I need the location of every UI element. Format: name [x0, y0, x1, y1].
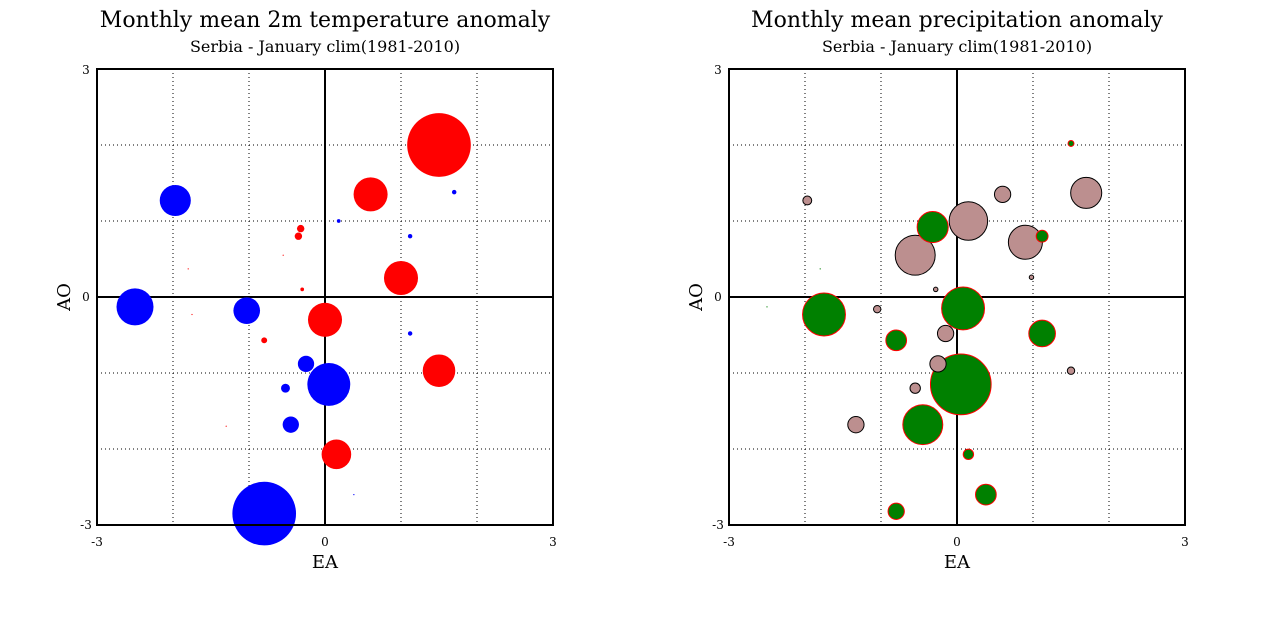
precipitation-positive-anomaly-point — [902, 404, 944, 446]
precipitation-negative-anomaly-point — [929, 355, 947, 373]
precipitation-x-tick-zero: 0 — [953, 535, 961, 549]
temperature-positive-anomaly-point — [261, 337, 268, 344]
temperature-positive-anomaly-point — [383, 260, 419, 296]
precipitation-positive-anomaly-point — [941, 286, 986, 331]
temperature-positive-anomaly-point — [187, 268, 189, 270]
temperature-plot-frame — [96, 68, 554, 526]
precipitation-positive-anomaly-point — [929, 353, 992, 416]
precipitation-positive-anomaly-point — [916, 211, 949, 244]
precipitation-negative-anomaly-point — [1066, 366, 1076, 375]
temperature-points — [116, 113, 471, 546]
temperature-positive-anomaly-point — [225, 425, 227, 427]
precipitation-negative-anomaly-point — [873, 304, 882, 314]
precipitation-y-tick-min: -3 — [712, 518, 724, 532]
temperature-negative-anomaly-point — [233, 297, 261, 324]
temperature-x-tick-zero: 0 — [321, 535, 329, 549]
temperature-negative-anomaly-point — [407, 233, 413, 239]
precipitation-positive-anomaly-point — [885, 329, 908, 352]
temperature-negative-anomaly-point — [232, 481, 297, 546]
precipitation-negative-anomaly-point — [936, 324, 955, 343]
temperature-positive-anomaly-point — [294, 232, 303, 240]
precipitation-positive-anomaly-point — [1067, 140, 1075, 147]
temperature-negative-anomaly-point — [407, 331, 413, 336]
precipitation-chart-subtitle: Serbia - January clim(1981-2010) — [822, 37, 1092, 56]
precipitation-x-tick-min: -3 — [723, 535, 735, 549]
temperature-positive-anomaly-point — [422, 354, 456, 387]
temperature-y-tick-min: -3 — [80, 518, 92, 532]
temperature-negative-anomaly-point — [297, 355, 315, 373]
temperature-negative-anomaly-point — [281, 383, 290, 393]
temperature-positive-anomaly-point — [407, 113, 471, 177]
precipitation-positive-anomaly-point — [1035, 229, 1049, 243]
temperature-positive-anomaly-point — [191, 313, 193, 316]
precipitation-positive-anomaly-point — [887, 502, 905, 520]
temperature-y-tick-zero: 0 — [82, 290, 90, 304]
temperature-y-tick-max: 3 — [82, 63, 90, 77]
precipitation-points — [766, 140, 1103, 520]
precipitation-y-axis-label: AO — [686, 283, 707, 312]
precipitation-plot-frame — [728, 68, 1186, 526]
temperature-negative-anomaly-point — [159, 184, 191, 217]
precipitation-chart-title: Monthly mean precipitation anomaly — [751, 8, 1163, 33]
precipitation-negative-anomaly-point — [948, 201, 989, 241]
precipitation-negative-anomaly-point — [933, 286, 939, 293]
precipitation-grid — [729, 69, 1185, 525]
temperature-negative-anomaly-point — [336, 219, 341, 223]
precipitation-negative-anomaly-point — [1007, 224, 1043, 260]
precipitation-positive-anomaly-point — [802, 292, 846, 337]
precipitation-positive-anomaly-point — [819, 268, 821, 270]
precipitation-negative-anomaly-point — [993, 185, 1012, 204]
precipitation-negative-anomaly-point — [1028, 274, 1035, 280]
precipitation-negative-anomaly-point — [909, 382, 921, 394]
temperature-negative-anomaly-point — [451, 189, 457, 195]
temperature-y-axis-label: AO — [54, 283, 75, 312]
temperature-chart-title: Monthly mean 2m temperature anomaly — [100, 8, 551, 33]
temperature-positive-anomaly-point — [300, 287, 305, 292]
temperature-positive-anomaly-point — [296, 224, 305, 233]
temperature-negative-anomaly-point — [307, 362, 351, 406]
precipitation-negative-anomaly-point — [802, 195, 813, 206]
temperature-x-tick-max: 3 — [549, 535, 557, 549]
precipitation-x-axis-label: EA — [944, 552, 971, 573]
precipitation-negative-anomaly-point — [847, 416, 865, 434]
temperature-negative-anomaly-point — [116, 288, 154, 326]
precipitation-panel: Monthly mean precipitation anomaly Serbi… — [686, 8, 1189, 573]
temperature-positive-anomaly-point — [307, 302, 343, 337]
precipitation-x-tick-max: 3 — [1181, 535, 1189, 549]
precipitation-positive-anomaly-point — [975, 483, 997, 506]
temperature-positive-anomaly-point — [321, 439, 352, 470]
temperature-chart-subtitle: Serbia - January clim(1981-2010) — [190, 37, 460, 56]
temperature-negative-anomaly-point — [353, 494, 355, 496]
temperature-positive-anomaly-point — [353, 177, 388, 212]
precipitation-y-tick-zero: 0 — [714, 290, 722, 304]
temperature-positive-anomaly-point — [282, 254, 284, 256]
precipitation-negative-anomaly-point — [1070, 176, 1103, 209]
temperature-x-tick-min: -3 — [91, 535, 103, 549]
temperature-x-axis-label: EA — [312, 552, 339, 573]
precipitation-y-tick-max: 3 — [714, 63, 722, 77]
precipitation-positive-anomaly-point — [1028, 319, 1056, 348]
precipitation-positive-anomaly-point — [766, 306, 768, 308]
precipitation-positive-anomaly-point — [962, 448, 975, 461]
temperature-negative-anomaly-point — [282, 416, 299, 433]
temperature-panel: Monthly mean 2m temperature anomaly Serb… — [54, 8, 557, 573]
precipitation-negative-anomaly-point — [894, 234, 936, 276]
